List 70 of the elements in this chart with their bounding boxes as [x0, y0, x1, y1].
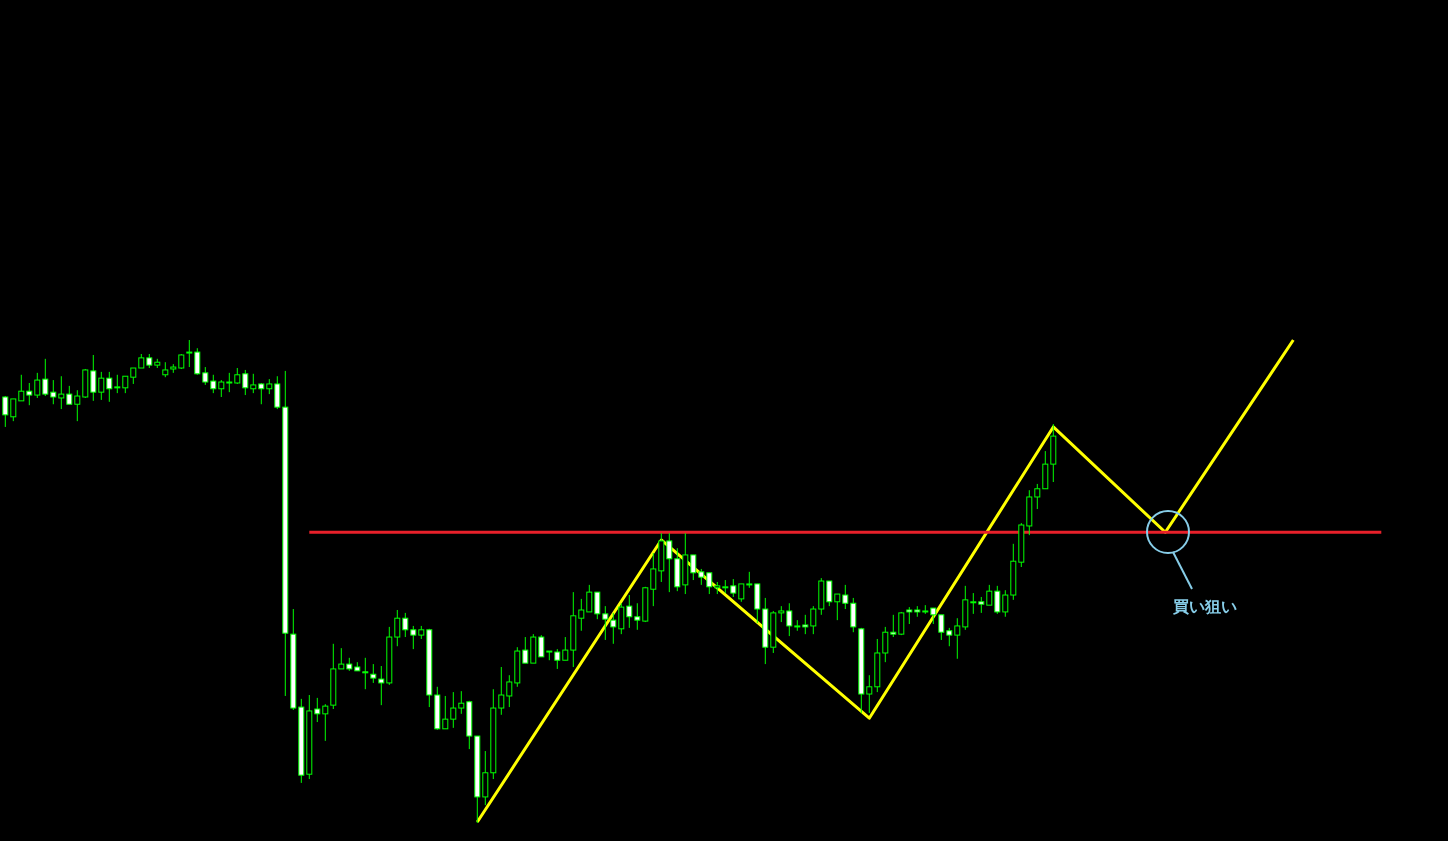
candlestick	[402, 612, 409, 638]
candlestick	[626, 594, 633, 629]
candlestick	[538, 634, 545, 658]
candlestick	[378, 665, 385, 706]
candlestick	[394, 609, 401, 647]
candlestick	[410, 625, 417, 650]
candlestick	[506, 674, 513, 708]
candlestick	[650, 552, 657, 607]
candlestick	[338, 647, 345, 670]
candlestick	[226, 372, 233, 393]
candlestick	[586, 584, 593, 613]
candlestick	[666, 532, 673, 593]
candlestick	[274, 375, 281, 410]
candlestick	[562, 636, 569, 661]
candlestick	[74, 389, 81, 422]
candlestick	[954, 617, 961, 660]
candlestick	[938, 614, 945, 641]
candlestick	[810, 605, 817, 635]
candlestick	[2, 395, 9, 428]
candlestick	[10, 398, 17, 422]
candlestick	[842, 584, 849, 610]
candlestick	[602, 605, 609, 641]
candlestick	[186, 339, 193, 368]
candlestick	[194, 347, 201, 376]
candlestick	[850, 597, 857, 633]
candlestick	[50, 379, 57, 405]
candlestick	[522, 636, 529, 664]
candlestick	[362, 657, 369, 690]
candlestick	[946, 627, 953, 647]
candlestick	[314, 697, 321, 723]
candlestick	[826, 580, 833, 607]
candlestick	[554, 648, 561, 670]
candlestick	[210, 374, 217, 394]
candlestick	[866, 674, 873, 714]
candlestick	[1034, 483, 1041, 510]
candlestick	[610, 612, 617, 645]
candlestick	[98, 371, 105, 401]
candlestick	[250, 373, 257, 394]
candlestick	[450, 691, 457, 729]
candlestick	[994, 585, 1001, 615]
candlestick	[1002, 589, 1009, 618]
candlestick	[578, 598, 585, 632]
candlestick	[594, 591, 601, 620]
candlestick	[42, 358, 49, 397]
candlestick	[106, 371, 113, 403]
candlestick	[834, 593, 841, 621]
candlestick	[322, 703, 329, 742]
candlestick	[34, 372, 41, 399]
candlestick	[90, 354, 97, 402]
candlestick	[114, 374, 121, 394]
candlestick	[706, 572, 713, 595]
candlestick	[786, 602, 793, 637]
candlestick	[618, 602, 625, 635]
candlestick	[882, 626, 889, 663]
annotation: 買い狙い	[1172, 597, 1237, 616]
candlestick	[18, 374, 25, 402]
candlestick	[634, 602, 641, 631]
candlestick	[58, 375, 65, 410]
candlestick	[970, 592, 977, 615]
candlestick	[66, 385, 73, 405]
candlestick	[690, 554, 697, 581]
candlestick	[242, 369, 249, 396]
candlestick	[26, 382, 33, 406]
candlestick	[986, 584, 993, 606]
candlestick	[890, 614, 897, 638]
candlestick	[458, 690, 465, 715]
candlestick	[370, 663, 377, 684]
candlestick	[498, 666, 505, 716]
candlestick	[802, 614, 809, 635]
candlestick	[442, 695, 449, 730]
